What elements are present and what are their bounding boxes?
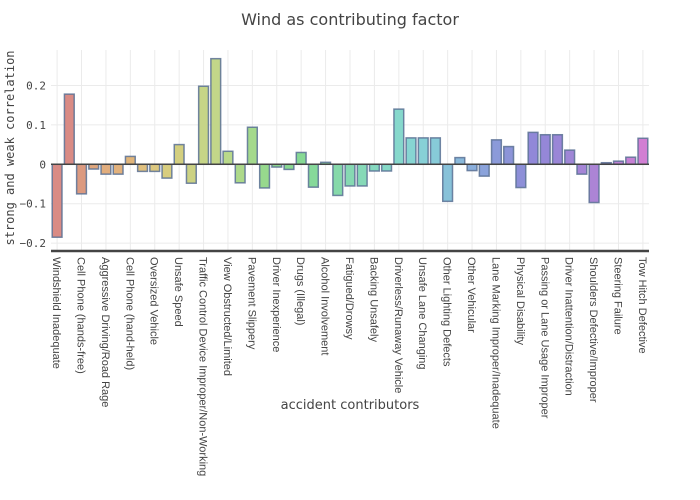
bar (332, 163, 344, 197)
x-tick-label: Windshield Inadequate (50, 257, 62, 369)
x-tick-label: Other Lighting Defects (441, 257, 453, 367)
x-tick-label: Shoulders Defective/Improper (587, 257, 599, 403)
y-axis-label: strong and weak correlation (3, 50, 17, 245)
bar (246, 126, 258, 166)
x-tick-label: Pavement Slippery (245, 257, 257, 350)
x-tick-label: Steering Failure (611, 257, 623, 335)
y-tick-label: −0.1 (20, 198, 47, 211)
bar (295, 151, 307, 166)
x-tick-label: Aggressive Driving/Road Rage (99, 257, 111, 407)
bar (564, 149, 576, 166)
bar (344, 163, 356, 187)
x-tick-label: Unsafe Lane Changing (416, 257, 428, 370)
x-tick-label: Unsafe Speed (172, 257, 184, 327)
bar (173, 143, 185, 166)
bar (405, 137, 417, 166)
bar (503, 145, 515, 166)
bar (527, 131, 539, 166)
x-tick-label: Backing Unsafely (367, 257, 379, 342)
bar (490, 139, 503, 166)
bar (51, 163, 63, 238)
x-tick-label: Alcohol Involvement (319, 257, 331, 355)
bar (63, 93, 75, 166)
x-tick-label: View Obstructed/Limited (221, 257, 233, 376)
x-tick-label: Traffic Control Device Improper/Non-Work… (197, 257, 209, 476)
x-tick-label: Fatigued/Drowsy (343, 257, 355, 340)
bar (210, 57, 222, 166)
bar (380, 163, 393, 172)
x-tick-label: Tow Hitch Defective (636, 257, 648, 354)
y-tick-label: −0.2 (20, 237, 47, 250)
x-tick-label: Other Vehicular (465, 257, 477, 333)
bar (112, 163, 124, 175)
y-axis-ticks: −0.2 −0.1 0 0.1 0.2 (20, 79, 47, 250)
bar (478, 163, 490, 177)
bar (576, 163, 588, 175)
x-tick-label: Cell Phone (hands-free) (75, 257, 87, 374)
y-tick-label: 0 (39, 158, 46, 171)
bar (368, 163, 381, 172)
bar (356, 163, 368, 187)
bar (417, 137, 429, 166)
bar (429, 137, 442, 166)
x-tick-label: Drugs (Illegal) (294, 257, 306, 325)
x-tick-label: Physical Disability (514, 257, 526, 346)
x-tick-label: Driverless/Runaway Vehicle (392, 257, 404, 393)
bar (637, 137, 649, 166)
x-tick-label: Cell Phone (hand-held) (123, 257, 135, 370)
bar (185, 163, 197, 184)
bar (515, 163, 527, 189)
bar (136, 163, 149, 173)
x-tick-label: Driver Inexperience (270, 257, 282, 352)
bar (307, 163, 320, 188)
bar (258, 163, 271, 189)
x-tick-label: Oversized Vehicle (148, 257, 160, 345)
x-tick-label: Driver Inattention/Distraction (563, 257, 575, 396)
x-tick-label: Passing or Lane Usage Improper (538, 257, 550, 419)
bar (75, 163, 88, 195)
chart-title: Wind as contributing factor (241, 10, 459, 29)
bar (539, 133, 551, 166)
bar (551, 133, 564, 166)
bar (149, 163, 161, 173)
bar (161, 163, 173, 179)
bar (625, 156, 637, 166)
bar (100, 163, 112, 175)
bar (234, 163, 246, 184)
bar (442, 163, 454, 203)
bar (222, 150, 234, 166)
y-tick-label: 0.1 (26, 119, 46, 132)
bar (124, 155, 136, 166)
y-tick-label: 0.2 (26, 79, 46, 92)
x-axis-label: accident contributors (281, 398, 420, 413)
bar (283, 163, 295, 171)
bar (197, 85, 210, 166)
bar (466, 163, 478, 172)
x-axis-ticks: Windshield Inadequate Cell Phone (hands-f… (50, 257, 648, 476)
bar (588, 163, 600, 204)
bar (393, 108, 405, 166)
bar (454, 156, 466, 166)
x-tick-label: Lane Marking Improper/Inadequate (489, 257, 501, 429)
